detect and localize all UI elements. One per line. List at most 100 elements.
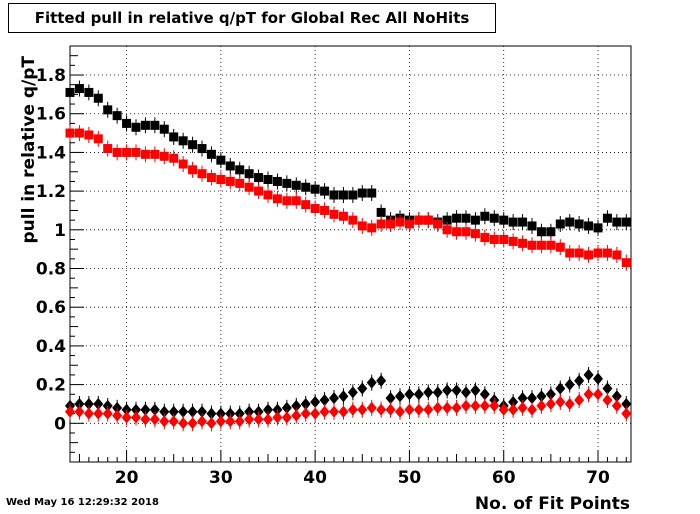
data-point xyxy=(159,405,170,418)
data-point xyxy=(546,227,556,237)
data-point xyxy=(159,415,170,428)
data-point xyxy=(244,182,254,192)
y-tick-label: 0.6 xyxy=(36,298,66,318)
data-point xyxy=(168,405,179,418)
data-point xyxy=(536,390,547,403)
data-point xyxy=(489,213,499,223)
data-point xyxy=(536,227,546,237)
data-point xyxy=(611,399,622,412)
data-point xyxy=(593,388,603,401)
data-point xyxy=(470,399,481,412)
data-point xyxy=(301,182,311,192)
data-point xyxy=(93,397,104,410)
data-point xyxy=(385,392,396,405)
data-point xyxy=(150,120,160,130)
data-point xyxy=(235,165,245,175)
data-point xyxy=(367,188,377,198)
data-point xyxy=(413,388,424,401)
data-point xyxy=(159,124,169,134)
data-point xyxy=(93,93,103,103)
data-point xyxy=(263,175,273,185)
data-point xyxy=(150,149,160,159)
data-point xyxy=(131,147,141,157)
data-point xyxy=(93,407,104,420)
data-point xyxy=(272,194,282,204)
data-point xyxy=(584,250,594,260)
x-tick-label: 50 xyxy=(398,468,422,488)
data-point xyxy=(508,403,519,416)
data-point xyxy=(206,407,217,420)
data-point xyxy=(574,394,585,407)
data-point xyxy=(452,227,462,237)
data-point xyxy=(319,394,330,407)
data-point xyxy=(225,161,235,171)
data-point xyxy=(206,417,217,430)
data-point xyxy=(122,118,132,128)
data-point xyxy=(310,407,321,420)
data-point xyxy=(338,211,348,221)
data-point xyxy=(357,403,368,416)
data-point xyxy=(564,397,575,410)
data-point xyxy=(423,386,434,399)
data-point xyxy=(140,413,151,426)
data-point xyxy=(244,169,254,179)
data-point xyxy=(545,388,556,401)
data-point xyxy=(612,217,622,227)
data-point xyxy=(555,396,566,409)
data-point xyxy=(423,403,434,416)
data-point xyxy=(254,173,264,183)
data-point xyxy=(479,399,490,412)
data-point xyxy=(452,213,462,223)
data-point xyxy=(310,184,320,194)
data-point xyxy=(593,248,603,258)
data-point xyxy=(291,409,302,422)
data-point xyxy=(489,234,499,244)
data-point xyxy=(442,215,452,225)
data-point xyxy=(621,407,632,420)
y-tick-label: 1.6 xyxy=(36,105,66,125)
data-point xyxy=(480,211,490,221)
data-point xyxy=(103,144,113,154)
data-point xyxy=(442,384,453,397)
data-point xyxy=(291,399,302,412)
data-point xyxy=(65,128,75,138)
data-point xyxy=(536,399,547,412)
data-point xyxy=(611,390,622,403)
x-tick-label: 40 xyxy=(303,468,327,488)
data-point xyxy=(338,190,348,200)
data-point xyxy=(536,240,546,250)
data-point xyxy=(206,149,216,159)
data-point xyxy=(527,403,537,416)
data-point xyxy=(320,186,330,196)
data-point xyxy=(470,384,481,397)
data-point xyxy=(508,236,518,246)
data-point xyxy=(602,382,613,395)
data-point xyxy=(461,399,471,412)
data-point xyxy=(84,130,94,140)
data-point xyxy=(414,215,424,225)
data-point xyxy=(527,221,537,231)
data-point xyxy=(574,374,585,387)
y-tick-label: 1.8 xyxy=(36,66,66,86)
data-point xyxy=(65,405,75,418)
data-point xyxy=(470,229,480,239)
data-point xyxy=(188,165,198,175)
data-point xyxy=(310,204,320,214)
data-point xyxy=(169,153,179,163)
data-point xyxy=(244,413,255,426)
data-point xyxy=(112,111,122,121)
data-point xyxy=(376,207,386,217)
data-point xyxy=(197,405,207,418)
data-point xyxy=(555,382,566,395)
data-point xyxy=(404,388,415,401)
data-point xyxy=(319,405,330,418)
data-point xyxy=(451,384,462,397)
data-point xyxy=(432,401,443,414)
data-point xyxy=(178,159,188,169)
data-point xyxy=(291,196,301,206)
data-point xyxy=(281,411,292,424)
data-point xyxy=(338,405,349,418)
data-point xyxy=(263,413,273,426)
data-point xyxy=(602,213,612,223)
data-point xyxy=(301,200,311,210)
